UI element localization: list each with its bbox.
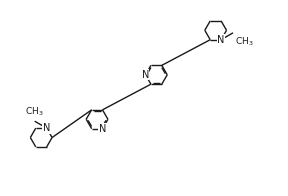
Text: CH$_3$: CH$_3$ [234, 35, 253, 48]
Text: N: N [43, 123, 50, 133]
Text: N: N [99, 124, 106, 134]
Text: N: N [217, 35, 225, 45]
Text: CH$_3$: CH$_3$ [25, 106, 44, 118]
Text: N: N [141, 70, 149, 80]
